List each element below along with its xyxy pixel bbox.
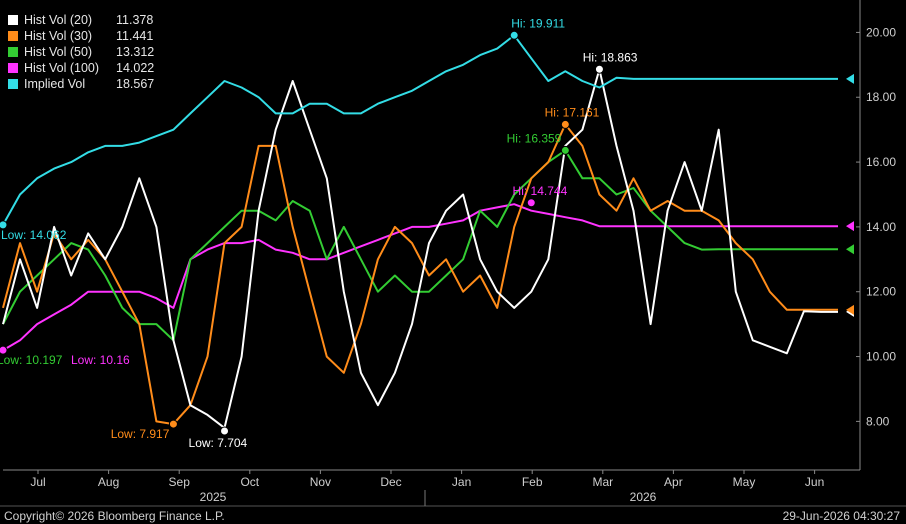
series-line [2, 123, 838, 426]
legend-swatch [8, 63, 18, 73]
year-label: 2025 [200, 490, 227, 504]
annotation-label: Hi: 17.161 [545, 105, 600, 119]
legend-name: Implied Vol [24, 77, 86, 91]
annotation-label: Low: 7.704 [189, 436, 248, 450]
legend-swatch [8, 47, 18, 57]
legend-name: Hist Vol (50) [24, 45, 93, 59]
last-value-pointer [846, 73, 854, 84]
annotation-marker [0, 345, 8, 355]
annotation-marker [0, 220, 8, 230]
x-tick-label: Oct [240, 475, 259, 489]
legend-value: 14.022 [116, 61, 155, 75]
series-line [2, 203, 838, 352]
x-tick-label: Nov [310, 475, 331, 489]
year-label: 2026 [630, 490, 657, 504]
x-tick-label: Dec [380, 475, 401, 489]
legend-name: Hist Vol (100) [24, 61, 100, 75]
legend-swatch [8, 15, 18, 25]
legend-item: Implied Vol 18.567 [8, 76, 154, 92]
last-value-pointer [846, 221, 854, 232]
annotation-marker [526, 198, 536, 208]
series-line [2, 68, 838, 429]
annotation-label: Low: 10.197 [0, 353, 63, 367]
legend-swatch [8, 31, 18, 41]
annotation-label: Hi: 14.744 [513, 184, 568, 198]
annotation-marker [560, 119, 570, 129]
last-value-pointer [846, 304, 854, 315]
series-line [2, 149, 838, 342]
legend-name: Hist Vol (20) [24, 13, 93, 27]
copyright: Copyright© 2026 Bloomberg Finance L.P. [4, 509, 225, 523]
x-tick-label: Aug [98, 475, 119, 489]
annotation-marker [560, 145, 570, 155]
legend-item: Hist Vol (20) 11.378 [8, 12, 154, 28]
annotation-label: Low: 10.16 [71, 353, 130, 367]
annotation-marker [594, 64, 604, 74]
annotation-label: Hi: 16.359 [507, 131, 562, 145]
legend-item: Hist Vol (100) 14.022 [8, 60, 154, 76]
legend-swatch [8, 79, 18, 89]
legend-item: Hist Vol (30) 11.441 [8, 28, 154, 44]
legend-value: 13.312 [116, 45, 155, 59]
annotation-label: Hi: 18.863 [583, 50, 638, 64]
last-value-pointer [846, 244, 854, 255]
legend-value: 11.378 [116, 13, 154, 27]
x-tick-label: Mar [592, 475, 613, 489]
x-tick-label: Jan [452, 475, 471, 489]
y-tick-label: 18.00 [866, 90, 896, 104]
x-tick-label: Sep [169, 475, 191, 489]
legend-name: Hist Vol (30) [24, 29, 93, 43]
x-tick-label: Jun [805, 475, 824, 489]
footer: Copyright© 2026 Bloomberg Finance L.P. 2… [0, 506, 906, 524]
timestamp: 29-Jun-2026 04:30:27 [782, 509, 900, 523]
x-tick-label: May [733, 475, 756, 489]
series-line [2, 34, 838, 226]
x-tick-label: Apr [664, 475, 683, 489]
legend-value: 18.567 [116, 77, 155, 91]
annotation-marker [509, 30, 519, 40]
legend-value: 11.441 [116, 29, 154, 43]
legend-item: Hist Vol (50) 13.312 [8, 44, 154, 60]
y-tick-label: 20.00 [866, 25, 896, 39]
annotation-label: Low: 7.917 [111, 427, 170, 441]
y-tick-label: 8.00 [866, 414, 890, 428]
y-tick-label: 12.00 [866, 285, 896, 299]
x-tick-label: Jul [30, 475, 45, 489]
annotation-label: Hi: 19.911 [511, 16, 565, 30]
annotation-marker [220, 426, 230, 436]
annotation-marker [168, 419, 178, 429]
x-tick-label: Feb [522, 475, 543, 489]
y-tick-label: 10.00 [866, 350, 896, 364]
legend: Hist Vol (20) 11.378 Hist Vol (30) 11.44… [6, 10, 159, 94]
annotation-label: Low: 14.062 [1, 228, 67, 242]
y-tick-label: 14.00 [866, 220, 896, 234]
y-tick-label: 16.00 [866, 155, 896, 169]
